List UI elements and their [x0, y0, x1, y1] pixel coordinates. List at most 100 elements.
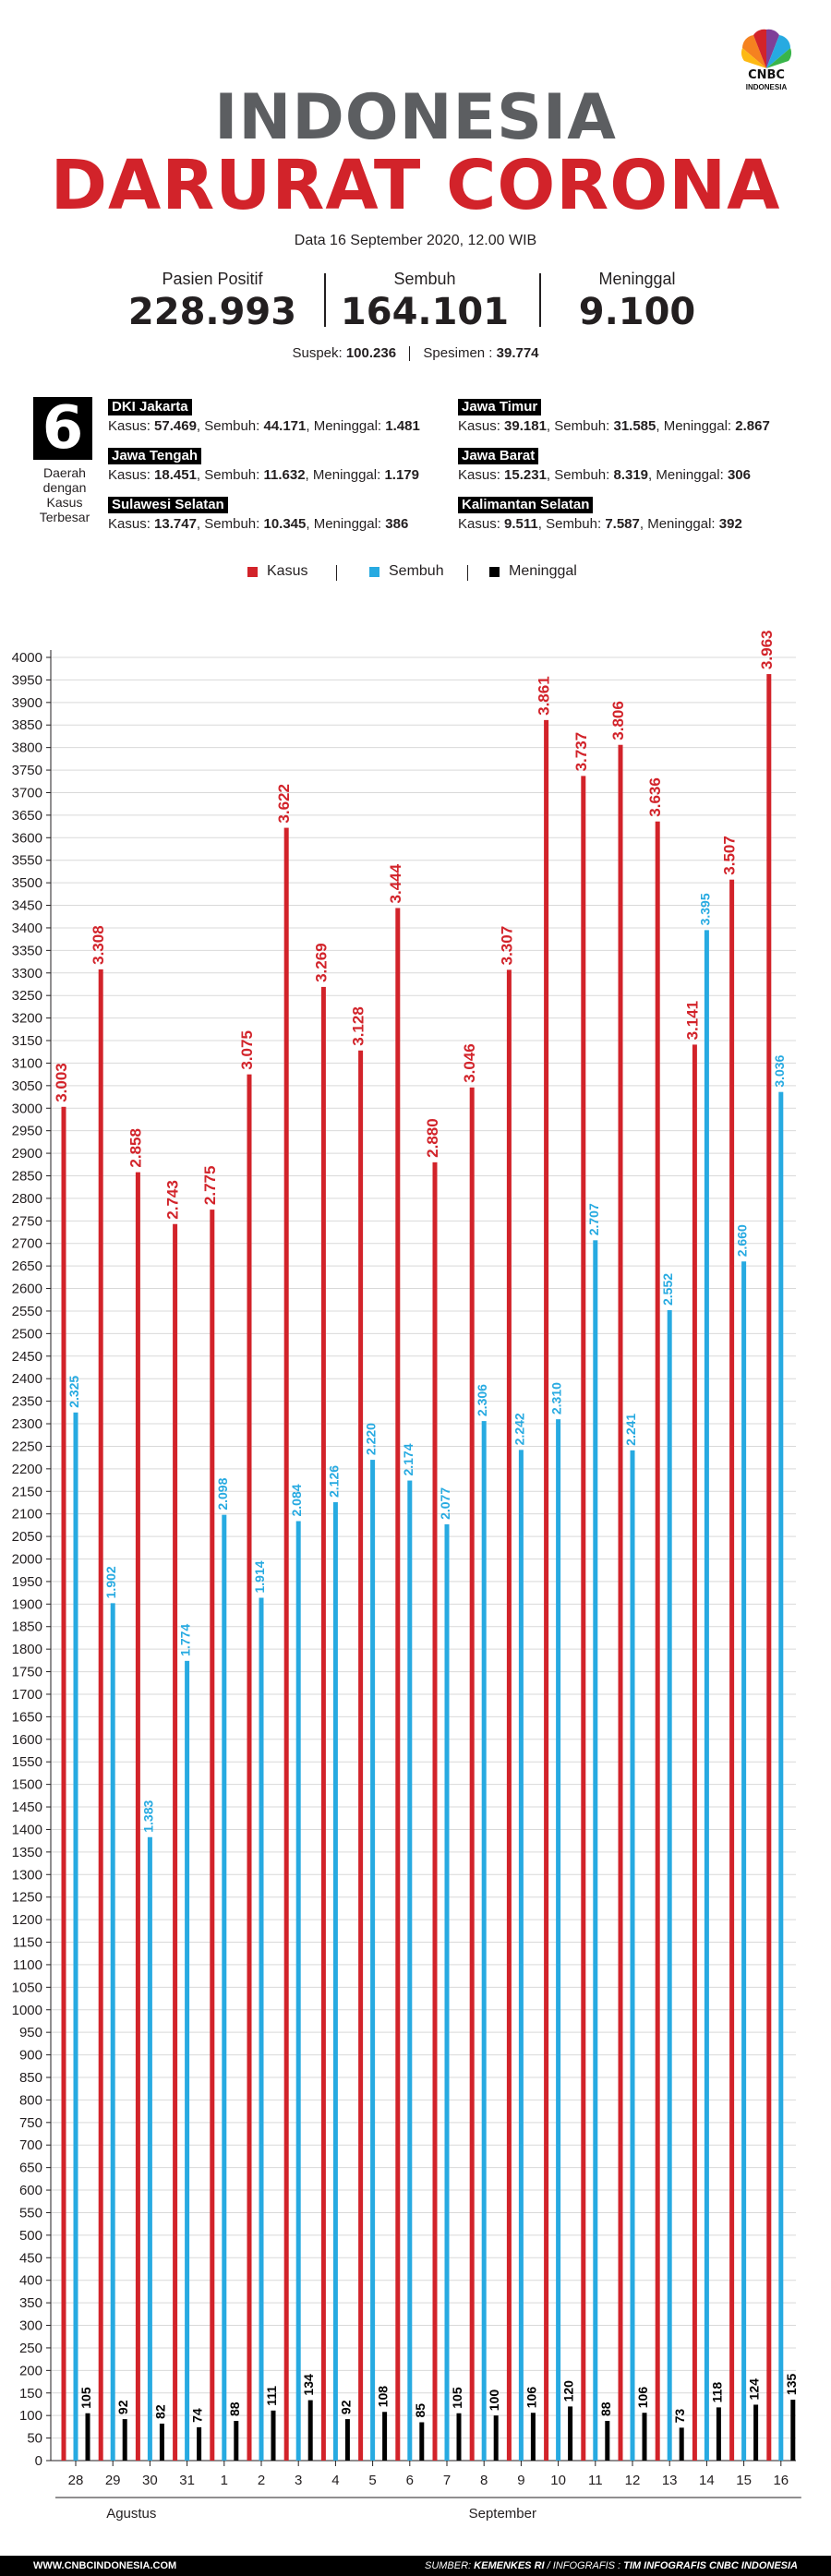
y-tick-label: 3800: [12, 740, 42, 756]
y-tick-label: 2700: [12, 1236, 42, 1252]
y-tick-label: 1150: [13, 1935, 42, 1951]
footer: WWW.CNBCINDONESIA.COM SUMBER: KEMENKES R…: [0, 2556, 831, 2576]
bar-sembuh: [556, 1419, 561, 2461]
bar-kasus: [358, 1050, 364, 2461]
y-tick-label: 2000: [12, 1552, 42, 1568]
region-meninggal-value: 392: [718, 516, 742, 532]
bar-kasus: [581, 776, 586, 2462]
x-tick-label: 28: [68, 2473, 84, 2488]
x-tick-label: 15: [736, 2473, 752, 2488]
legend-kasus-swatch: [247, 566, 258, 577]
bar-kasus: [395, 908, 401, 2461]
x-tick-label: 6: [406, 2473, 414, 2488]
legend-sembuh-swatch: [369, 566, 379, 577]
bar-sembuh: [667, 1309, 672, 2461]
bar-sembuh: [518, 1450, 524, 2461]
bar-meninggal: [419, 2422, 425, 2461]
data-label-sembuh: 2.660: [735, 1224, 750, 1257]
region-sembuh-value: 7.587: [605, 516, 640, 532]
y-tick-label: 3400: [12, 921, 42, 936]
bar-meninggal: [344, 2419, 350, 2461]
bar-meninggal: [85, 2413, 90, 2461]
region-item: Jawa Tengah Kasus: 18.451, Sembuh: 11.632…: [108, 448, 419, 483]
data-label-sembuh: 2.077: [438, 1487, 452, 1520]
y-tick-label: 3750: [12, 763, 42, 778]
data-label-kasus: 2.858: [126, 1128, 144, 1168]
y-tick-label: 2450: [12, 1349, 42, 1365]
suspek-label: Suspek:: [292, 345, 343, 361]
bar-meninggal: [197, 2426, 202, 2461]
data-label-kasus: 3.806: [609, 701, 627, 740]
y-tick-label: 800: [19, 2092, 42, 2108]
y-tick-label: 0: [35, 2453, 42, 2469]
region-meninggal-label: Meninggal:: [313, 516, 382, 532]
data-label-sembuh: 2.098: [215, 1477, 230, 1510]
stat-sembuh: Sembuh 164.101: [305, 270, 545, 333]
y-tick-label: 3250: [12, 988, 42, 1004]
chart-legend: Kasus Sembuh Meninggal: [0, 563, 831, 582]
bar-kasus: [692, 1044, 697, 2461]
y-tick-label: 850: [19, 2070, 42, 2086]
data-label-meninggal: 120: [561, 2380, 576, 2402]
y-tick-label: 3500: [12, 875, 42, 891]
data-label-sembuh: 1.902: [103, 1566, 118, 1598]
stat-sembuh-value: 164.101: [340, 291, 510, 333]
spesimen-label: Spesimen :: [423, 345, 493, 361]
data-label-sembuh: 2.174: [401, 1443, 416, 1475]
y-tick-label: 3150: [12, 1033, 42, 1049]
region-kasus-label: Kasus:: [108, 418, 151, 434]
region-sembuh-value: 8.319: [613, 467, 649, 483]
data-label-sembuh: 2.126: [326, 1465, 341, 1498]
region-kasus-value: 57.469: [154, 418, 197, 434]
region-meninggal-value: 306: [727, 467, 751, 483]
logo-subtext: INDONESIA: [745, 83, 788, 91]
data-label-sembuh: 2.084: [289, 1484, 304, 1516]
bar-kasus: [618, 744, 623, 2462]
data-label-sembuh: 2.242: [512, 1413, 526, 1445]
y-tick-label: 1200: [12, 1912, 42, 1928]
region-item: Kalimantan Selatan Kasus: 9.511, Sembuh: …: [458, 497, 742, 532]
legend-sembuh: Sembuh: [369, 563, 444, 580]
stat-divider: [324, 273, 326, 327]
data-label-meninggal: 108: [376, 2386, 391, 2408]
data-label-kasus: 3.963: [758, 631, 776, 670]
region-name: DKI Jakarta: [108, 399, 192, 415]
footer-source-value: KEMENKES RI: [474, 2560, 545, 2571]
data-label-meninggal: 74: [190, 2408, 205, 2423]
y-tick-label: 2800: [12, 1191, 42, 1207]
data-label-sembuh: 2.552: [660, 1273, 675, 1306]
data-label-meninggal: 88: [227, 2401, 242, 2416]
bar-kasus: [173, 1223, 178, 2461]
data-label-meninggal: 105: [78, 2387, 93, 2409]
data-label-kasus: 2.775: [201, 1166, 219, 1206]
region-name: Jawa Barat: [458, 448, 539, 464]
bar-meninggal: [568, 2406, 573, 2461]
data-label-sembuh: 2.325: [66, 1376, 81, 1408]
region-kasus-label: Kasus:: [108, 467, 151, 483]
y-tick-label: 1450: [12, 1800, 42, 1815]
x-tick-label: 16: [773, 2473, 789, 2488]
y-tick-label: 900: [19, 2048, 42, 2064]
y-tick-label: 3900: [12, 695, 42, 711]
region-sembuh-value: 11.632: [263, 467, 306, 483]
bar-kasus: [135, 1172, 140, 2461]
data-label-sembuh: 2.241: [623, 1414, 638, 1446]
region-meninggal-label: Meninggal:: [663, 418, 732, 434]
region-meninggal-label: Meninggal:: [313, 418, 382, 434]
y-tick-label: 1000: [12, 2003, 42, 2018]
y-tick-label: 3200: [12, 1011, 42, 1027]
data-label-meninggal: 118: [709, 2382, 724, 2403]
data-label-kasus: 3.269: [312, 943, 330, 982]
region-count-badge: 6: [33, 397, 92, 460]
legend-kasus-label: Kasus: [267, 563, 308, 579]
data-label-kasus: 3.003: [53, 1063, 70, 1102]
bar-sembuh: [73, 1412, 78, 2461]
y-tick-label: 2650: [12, 1258, 42, 1274]
data-label-sembuh: 3.036: [772, 1054, 787, 1087]
y-tick-label: 2500: [12, 1326, 42, 1342]
x-tick-label: 9: [517, 2473, 524, 2488]
y-tick-label: 1650: [12, 1709, 42, 1725]
y-tick-label: 2750: [12, 1213, 42, 1229]
y-tick-label: 450: [19, 2250, 42, 2266]
y-tick-label: 3850: [12, 717, 42, 733]
